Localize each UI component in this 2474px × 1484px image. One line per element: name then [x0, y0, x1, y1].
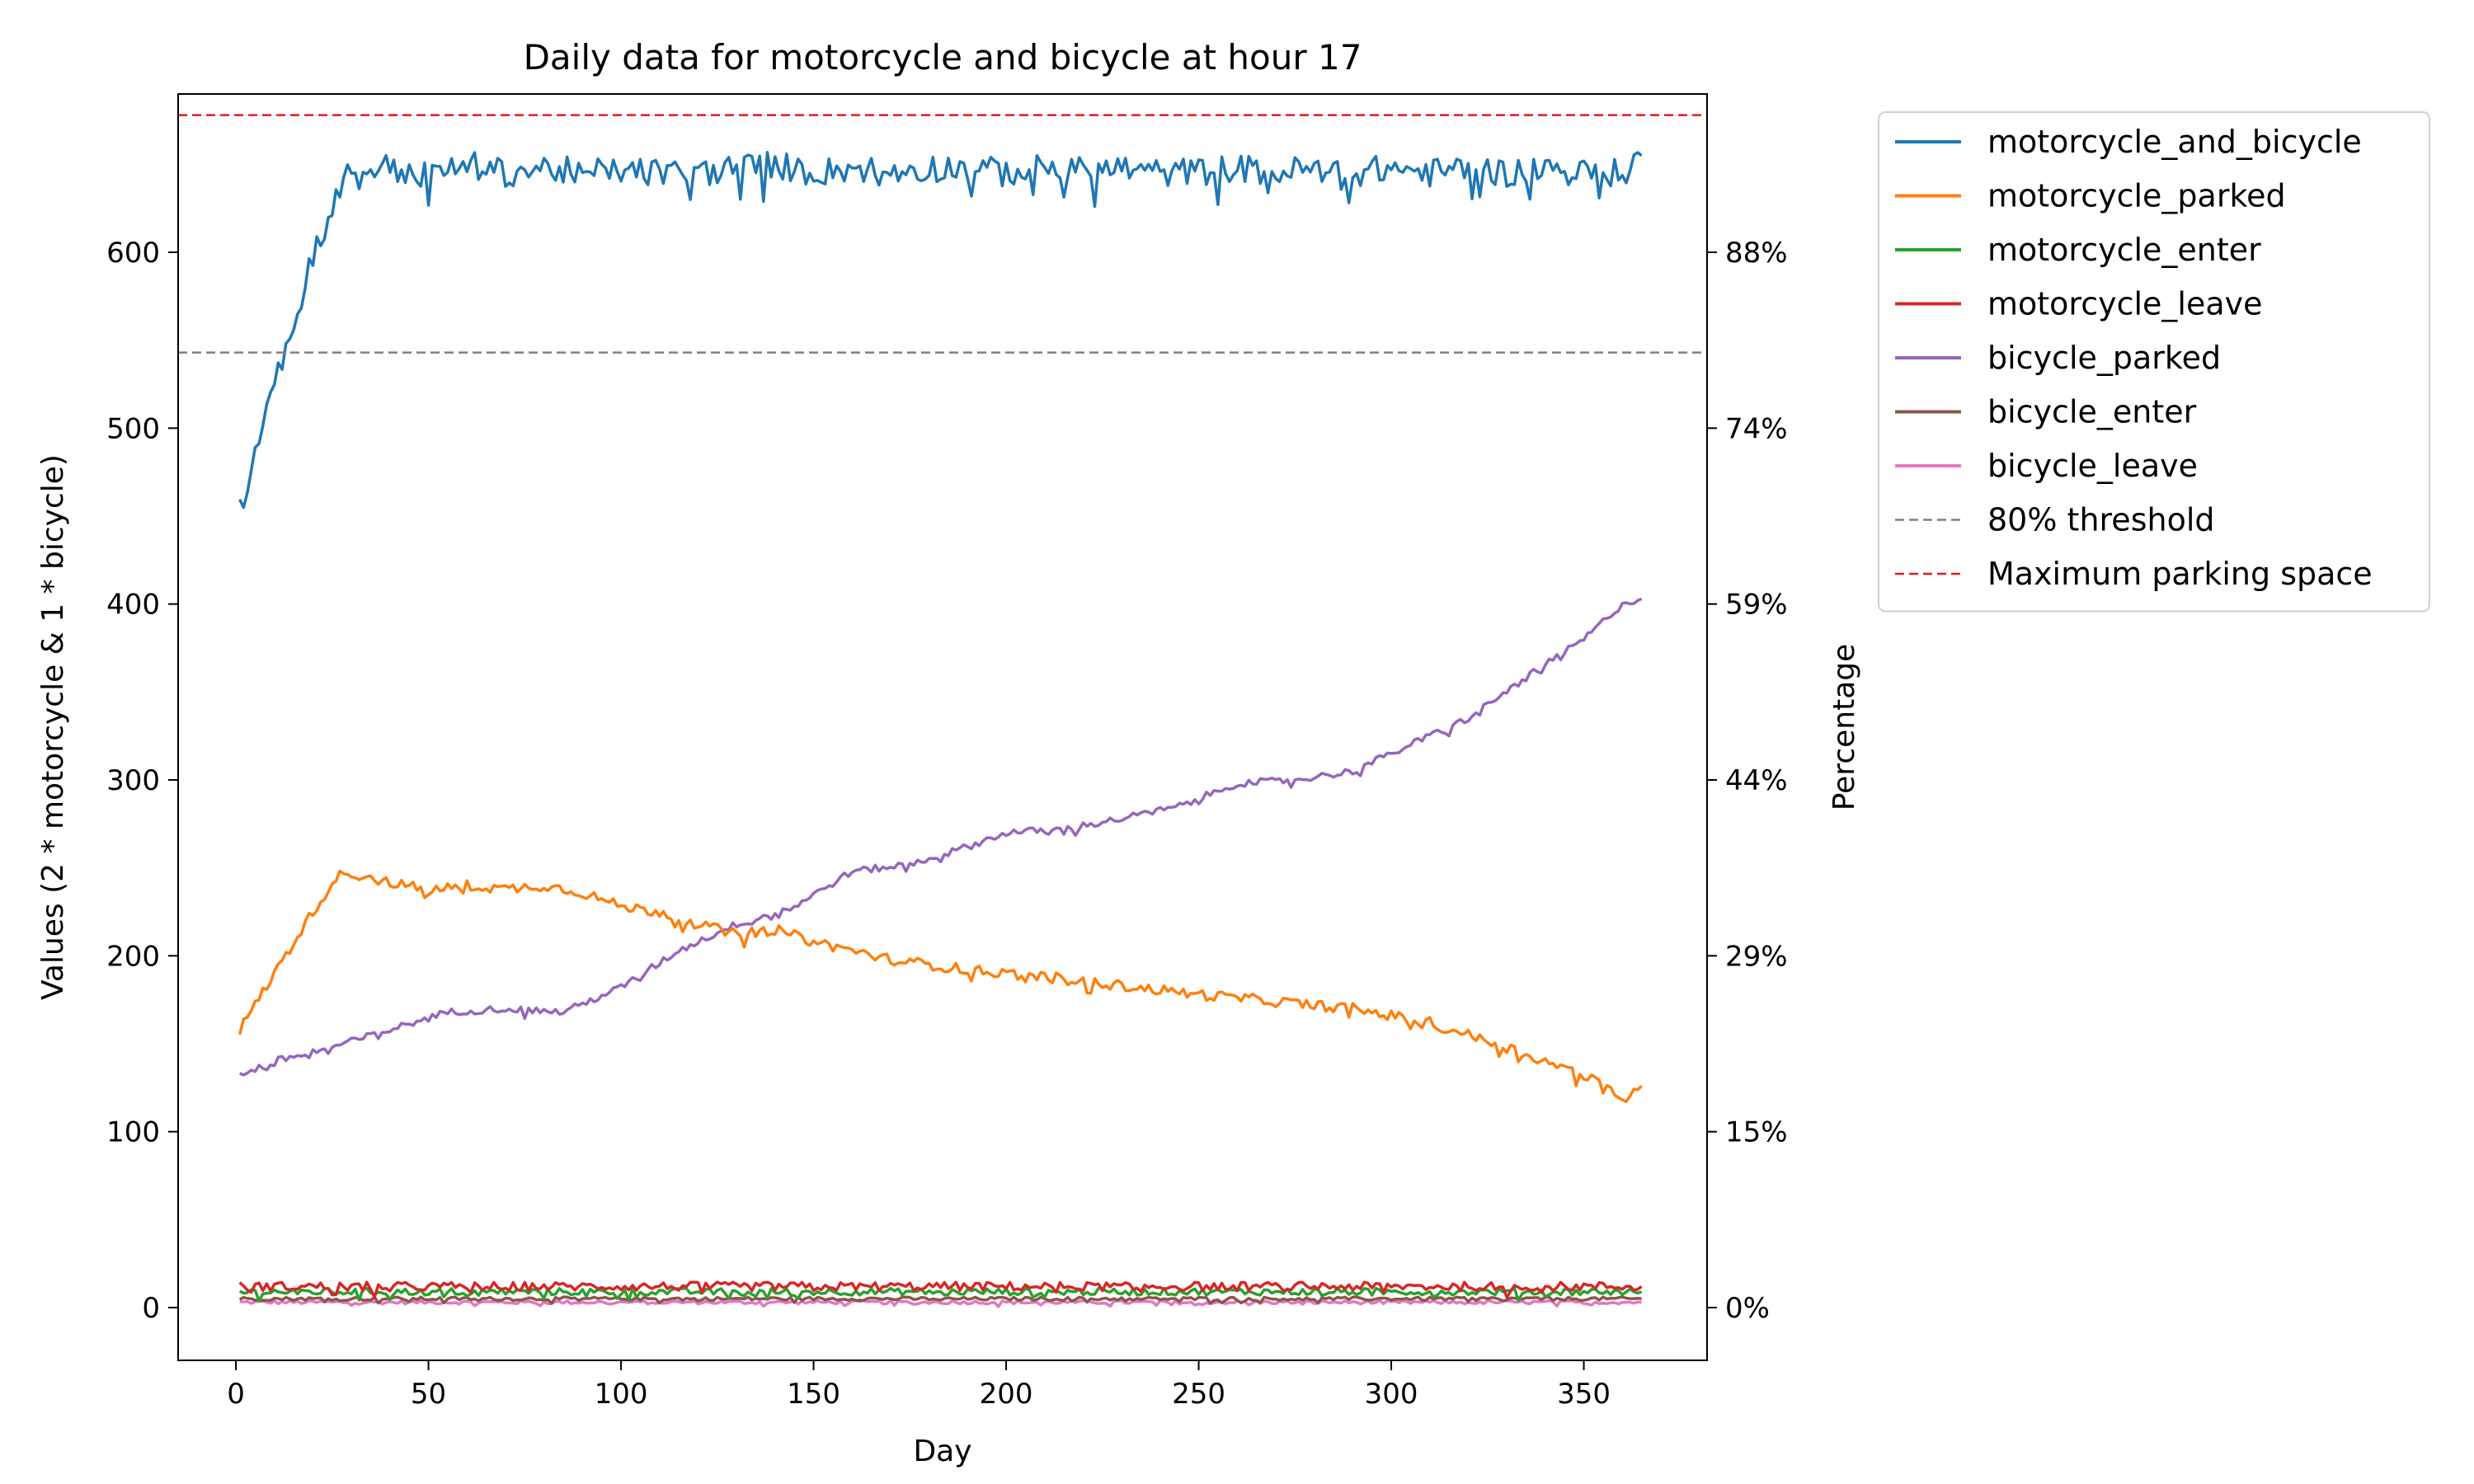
- legend: motorcycle_and_bicycle motorcycle_parkedm…: [1878, 111, 2430, 613]
- legend-box: [1878, 111, 2430, 613]
- legend-entry-label: motorcycle_and_bicycle: [1987, 124, 2362, 160]
- x-axis-label: Day: [913, 1435, 971, 1468]
- y-tick-label: 200: [106, 940, 160, 973]
- axes-frame: [177, 93, 1708, 1361]
- right-tick-label: 29%: [1725, 940, 1788, 973]
- legend-entry-label: motorcycle_parked: [1987, 178, 2286, 214]
- series-motorcycle-enter-line: [238, 1286, 1643, 1303]
- y-tick-label: 0: [142, 1292, 160, 1325]
- series-bicycle-parked-line: [239, 597, 1643, 1077]
- x-tick-label: 150: [787, 1378, 840, 1411]
- right-tick-label: 59%: [1725, 589, 1788, 622]
- right-tick-label: 88%: [1725, 237, 1788, 270]
- legend-entry-label: 80% threshold: [1987, 502, 2215, 538]
- y-tick-label: 400: [106, 589, 160, 622]
- series-bicycle-leave-line: [239, 1298, 1642, 1308]
- x-tick-label: 250: [1172, 1378, 1225, 1411]
- chart-title: Daily data for motorcycle and bicycle at…: [524, 37, 1362, 77]
- right-tick-label: 0%: [1725, 1292, 1770, 1325]
- right-axis-label: Percentage: [1827, 644, 1861, 811]
- axes: 0 50 100 150 200 250 300 350 0 100 200 300 400 500 600…: [106, 93, 1788, 1411]
- y-tick-label: 600: [106, 237, 160, 270]
- legend-entry-label: motorcycle_leave: [1987, 286, 2263, 322]
- legend-entry-label: bicycle_leave: [1987, 448, 2198, 484]
- series-motorcycle-parked-line: [238, 869, 1643, 1104]
- series-motorcycle-and-bicycle-line: [238, 151, 1643, 510]
- plot-area: [178, 114, 1707, 1308]
- y-tick-label: 500: [106, 412, 160, 445]
- legend-entry-label: motorcycle_enter: [1987, 232, 2261, 268]
- y-tick-label: 100: [106, 1116, 160, 1149]
- x-tick-label: 350: [1557, 1378, 1611, 1411]
- series-motorcycle-leave-line: [238, 1280, 1643, 1299]
- legend-entry-label: Maximum parking space: [1987, 556, 2373, 592]
- legend-entry-label: bicycle_enter: [1987, 394, 2197, 430]
- y-tick-label: 300: [106, 764, 160, 797]
- series-bicycle-enter-line: [238, 1295, 1642, 1305]
- legend-entry-label: bicycle_parked: [1987, 340, 2221, 376]
- right-tick-label: 15%: [1725, 1116, 1788, 1149]
- x-tick-label: 300: [1365, 1378, 1418, 1411]
- right-tick-label: 44%: [1725, 764, 1788, 797]
- right-tick-label: 74%: [1725, 412, 1788, 445]
- x-tick-label: 50: [411, 1378, 446, 1411]
- x-tick-label: 200: [980, 1378, 1033, 1411]
- y-axis-label: Values (2 * motorcycle & 1 * bicycle): [36, 454, 70, 1000]
- x-tick-label: 0: [227, 1378, 245, 1411]
- x-tick-label: 100: [595, 1378, 648, 1411]
